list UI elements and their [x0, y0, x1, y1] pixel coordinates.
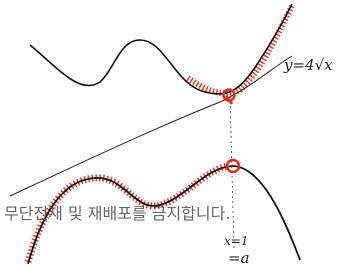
upper-curve: [30, 4, 292, 94]
watermark: 무단전재 및 재배포를 금지합니다.: [4, 204, 230, 223]
page: y=4√x x=1 =a 무단전재 및 재배포를 금지합니다. (() => {…: [0, 0, 343, 267]
sketch: y=4√x x=1 =a 무단전재 및 재배포를 금지합니다.: [0, 0, 343, 267]
rising-curve: [10, 56, 292, 196]
red-hatch-upper: [188, 6, 292, 93]
curve-label: y=4√x: [283, 56, 333, 74]
line-label: x=1: [224, 234, 248, 248]
line-label: =a: [228, 249, 250, 267]
